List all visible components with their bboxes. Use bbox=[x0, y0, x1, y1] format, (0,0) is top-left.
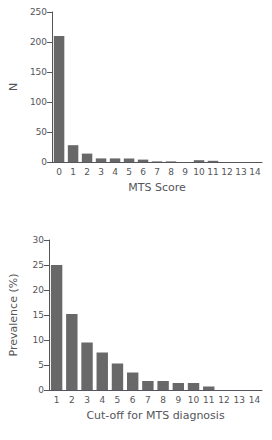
svg-text:5: 5 bbox=[38, 360, 44, 370]
svg-text:9: 9 bbox=[175, 395, 181, 405]
svg-text:25: 25 bbox=[33, 260, 44, 270]
svg-text:2: 2 bbox=[69, 395, 75, 405]
svg-text:7: 7 bbox=[154, 167, 160, 177]
svg-text:6: 6 bbox=[140, 167, 146, 177]
svg-text:4: 4 bbox=[112, 167, 118, 177]
svg-text:13: 13 bbox=[233, 395, 244, 405]
svg-text:14: 14 bbox=[249, 167, 261, 177]
svg-text:MTS Score: MTS Score bbox=[128, 181, 186, 194]
svg-text:8: 8 bbox=[160, 395, 166, 405]
svg-text:6: 6 bbox=[130, 395, 136, 405]
svg-text:13: 13 bbox=[235, 167, 246, 177]
svg-text:10: 10 bbox=[188, 395, 200, 405]
svg-text:5: 5 bbox=[126, 167, 132, 177]
svg-text:2: 2 bbox=[84, 167, 90, 177]
svg-text:11: 11 bbox=[207, 167, 218, 177]
svg-text:7: 7 bbox=[145, 395, 151, 405]
svg-text:11: 11 bbox=[203, 395, 214, 405]
svg-text:150: 150 bbox=[30, 67, 47, 77]
svg-text:N: N bbox=[7, 83, 20, 91]
svg-text:3: 3 bbox=[98, 167, 104, 177]
svg-text:1: 1 bbox=[54, 395, 60, 405]
svg-text:9: 9 bbox=[182, 167, 188, 177]
svg-text:100: 100 bbox=[30, 97, 47, 107]
svg-text:50: 50 bbox=[36, 127, 48, 137]
svg-text:4: 4 bbox=[99, 395, 105, 405]
svg-text:250: 250 bbox=[30, 7, 47, 17]
svg-text:12: 12 bbox=[218, 395, 229, 405]
svg-text:8: 8 bbox=[168, 167, 174, 177]
svg-text:1: 1 bbox=[70, 167, 76, 177]
svg-text:30: 30 bbox=[33, 235, 45, 245]
svg-text:14: 14 bbox=[249, 395, 261, 405]
svg-text:12: 12 bbox=[221, 167, 232, 177]
svg-text:0: 0 bbox=[56, 167, 62, 177]
svg-text:0: 0 bbox=[38, 385, 44, 395]
svg-text:3: 3 bbox=[84, 395, 90, 405]
svg-text:10: 10 bbox=[33, 335, 45, 345]
svg-text:Cut-off for MTS diagnosis: Cut-off for MTS diagnosis bbox=[86, 409, 225, 422]
svg-text:Prevalence (%): Prevalence (%) bbox=[7, 274, 20, 357]
svg-text:15: 15 bbox=[33, 310, 44, 320]
svg-text:5: 5 bbox=[115, 395, 121, 405]
svg-text:0: 0 bbox=[41, 157, 47, 167]
svg-text:20: 20 bbox=[33, 285, 45, 295]
svg-text:10: 10 bbox=[193, 167, 205, 177]
svg-text:200: 200 bbox=[30, 37, 47, 47]
